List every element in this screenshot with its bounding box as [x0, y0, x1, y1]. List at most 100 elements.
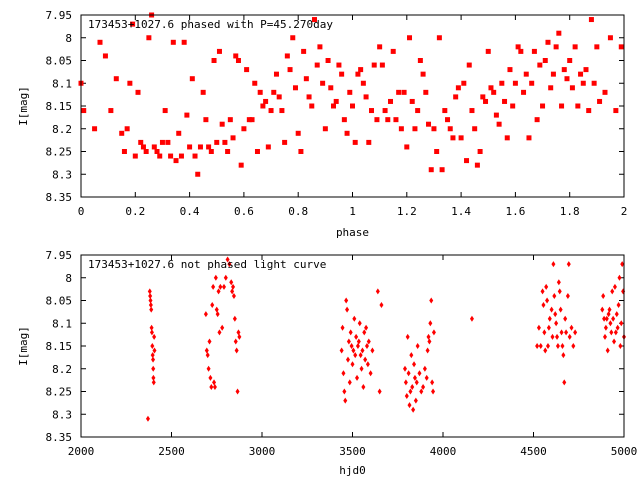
data-point [412, 126, 418, 132]
data-point [407, 35, 413, 41]
data-point [537, 62, 543, 68]
data-point [145, 415, 150, 422]
data-point [610, 288, 615, 295]
data-point [602, 333, 607, 340]
data-point [357, 320, 362, 327]
data-point [203, 311, 208, 318]
data-point [556, 279, 561, 286]
data-point [225, 256, 230, 263]
data-point [252, 80, 258, 86]
y-tick-label: 8.3 [52, 408, 72, 421]
data-point [605, 347, 610, 354]
data-point [150, 352, 155, 359]
y-tick-label: 8.05 [46, 295, 73, 308]
data-point [339, 71, 345, 77]
data-point [303, 76, 309, 82]
y-tick-label: 8.2 [52, 363, 72, 376]
y-tick-label: 8.05 [46, 55, 73, 68]
data-point [529, 80, 535, 86]
y-tick-label: 8.2 [52, 123, 72, 136]
data-point [148, 297, 153, 304]
data-point [606, 311, 611, 318]
data-point [423, 89, 429, 95]
data-point [550, 333, 555, 340]
data-point [491, 89, 497, 95]
data-point [135, 89, 141, 95]
data-point [197, 144, 203, 150]
data-point [420, 71, 426, 77]
data-point [404, 393, 409, 400]
plot-frame [80, 254, 625, 438]
data-point [488, 85, 494, 91]
data-point [412, 374, 417, 381]
y-tick-label: 8.25 [46, 146, 73, 159]
data-point [563, 315, 568, 322]
data-point [344, 130, 350, 136]
data-point [204, 347, 209, 354]
data-point [235, 388, 240, 395]
data-point [547, 315, 552, 322]
chart-title: 173453+1027.6 not phased light curve [88, 258, 326, 271]
x-tick-label: 3000 [249, 445, 276, 458]
data-point [553, 311, 558, 318]
data-point [249, 117, 255, 123]
data-point [428, 320, 433, 327]
plot-frame [80, 14, 625, 198]
data-point [414, 379, 419, 386]
data-point [562, 379, 567, 386]
data-point [170, 39, 176, 45]
data-point [602, 315, 607, 322]
data-point [603, 324, 608, 331]
data-point [347, 379, 352, 386]
data-point [282, 139, 288, 145]
data-point [138, 139, 144, 145]
data-point [566, 261, 571, 268]
data-point [354, 333, 359, 340]
data-point [565, 292, 570, 299]
data-point [466, 62, 472, 68]
data-point [351, 347, 356, 354]
data-point [330, 103, 336, 109]
data-point [616, 302, 621, 309]
data-point [550, 71, 556, 77]
data-point [536, 324, 541, 331]
data-point [342, 388, 347, 395]
data-point [205, 352, 210, 359]
x-tick-label: 1.8 [560, 205, 580, 218]
data-point [363, 356, 368, 363]
data-point [328, 85, 334, 91]
data-point [279, 108, 285, 114]
data-point [208, 149, 214, 154]
data-point [512, 80, 518, 86]
data-point [561, 67, 567, 73]
data-point [402, 365, 407, 372]
data-point [200, 89, 206, 95]
data-point [290, 35, 296, 41]
data-point [555, 343, 560, 349]
data-point [618, 44, 624, 50]
x-tick-label: 1.4 [451, 205, 471, 218]
data-point [421, 383, 426, 390]
data-point [212, 383, 217, 390]
data-point [559, 329, 564, 336]
data-point [369, 108, 375, 114]
data-point [132, 153, 138, 159]
data-point [458, 135, 464, 141]
data-point [154, 149, 160, 154]
y-axis-label: I[mag] [17, 86, 30, 126]
data-point [504, 135, 510, 141]
y-tick-label: 8.35 [46, 191, 73, 204]
data-point [560, 343, 565, 349]
data-point [292, 85, 298, 91]
data-point [230, 288, 235, 295]
data-point [545, 297, 550, 304]
data-point [614, 311, 619, 318]
data-point [119, 130, 125, 136]
data-point [97, 39, 103, 45]
data-point [234, 347, 239, 354]
data-point [551, 261, 556, 268]
data-point [597, 98, 603, 104]
data-point [398, 126, 404, 132]
data-point [360, 80, 366, 86]
data-point [417, 370, 422, 377]
